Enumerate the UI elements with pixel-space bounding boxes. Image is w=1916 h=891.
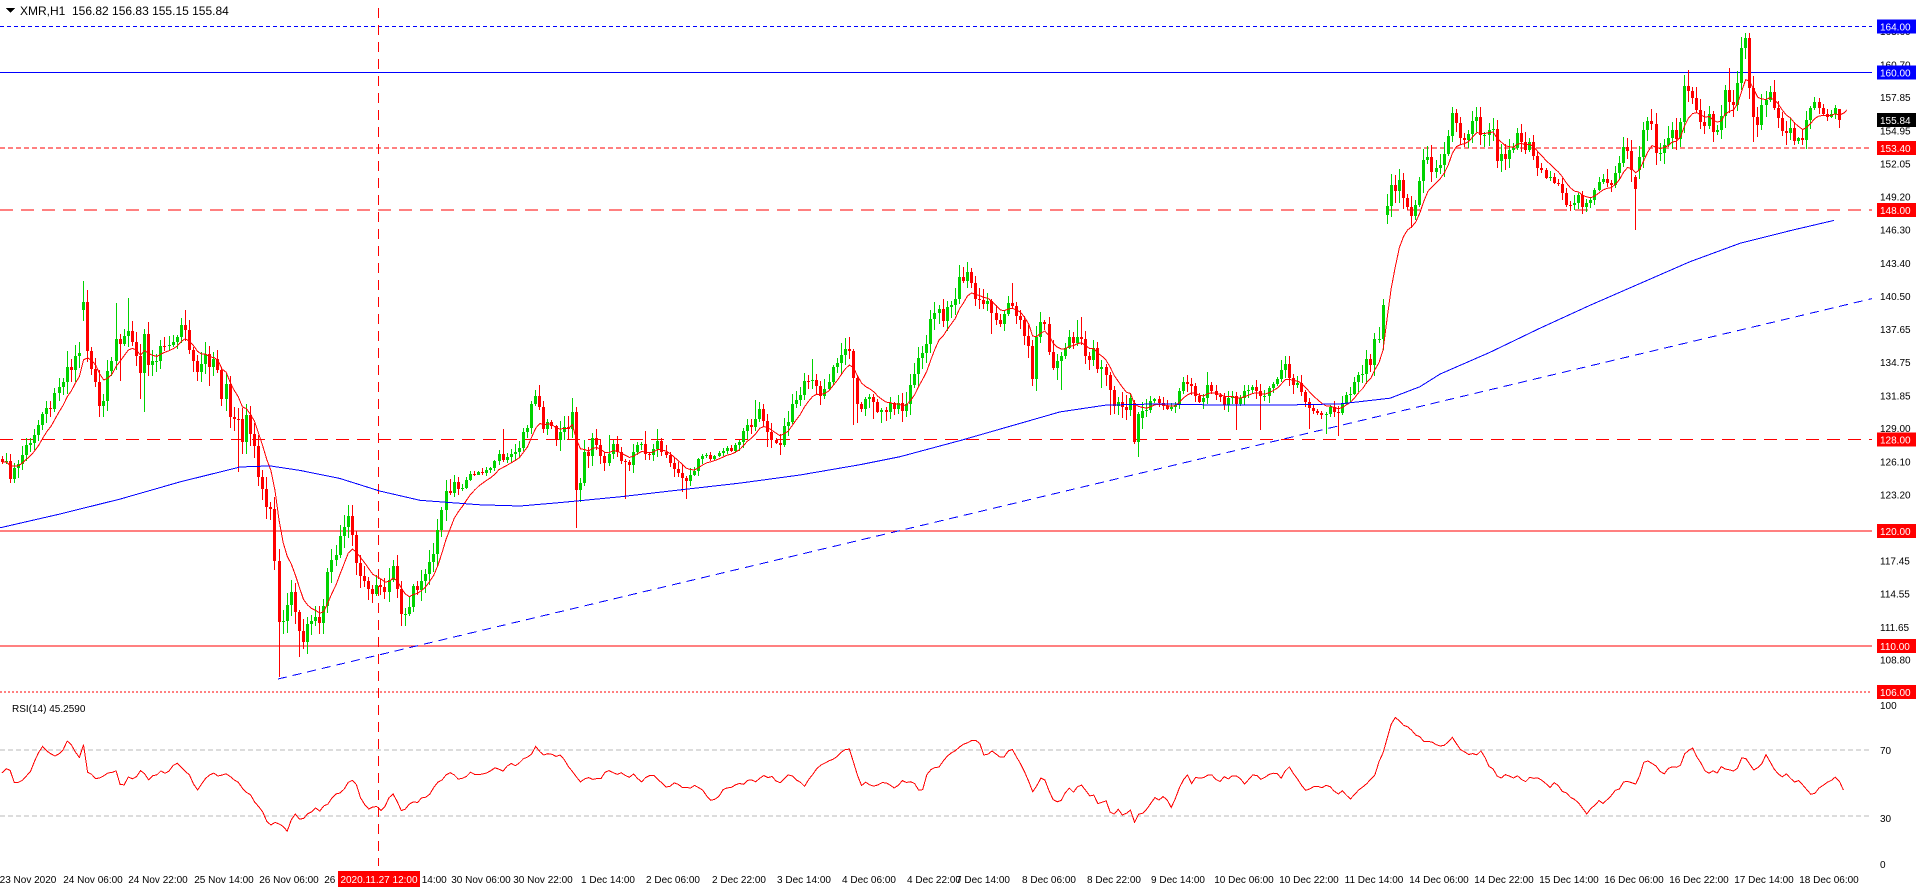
svg-text:14 Dec 22:00: 14 Dec 22:00 — [1474, 875, 1534, 886]
svg-text:134.75: 134.75 — [1880, 358, 1911, 369]
svg-text:106.00: 106.00 — [1880, 688, 1911, 699]
svg-text:8 Dec 22:00: 8 Dec 22:00 — [1087, 875, 1141, 886]
svg-text:3 Dec 14:00: 3 Dec 14:00 — [777, 875, 831, 886]
svg-text:114.55: 114.55 — [1880, 590, 1910, 601]
svg-text:70: 70 — [1880, 746, 1892, 757]
svg-text:129.00: 129.00 — [1880, 424, 1911, 435]
svg-text:XMR,H1 156.82 156.83 155.15 1: XMR,H1 156.82 156.83 155.15 155.84 — [20, 4, 229, 18]
svg-text:149.20: 149.20 — [1880, 192, 1911, 203]
svg-text:120.00: 120.00 — [1880, 527, 1911, 538]
svg-text:131.85: 131.85 — [1880, 391, 1911, 402]
svg-text:153.40: 153.40 — [1880, 144, 1911, 155]
svg-text:4 Dec 22:00: 4 Dec 22:00 — [907, 875, 961, 886]
svg-text:146.30: 146.30 — [1880, 226, 1911, 237]
svg-text:18 Dec 06:00: 18 Dec 06:00 — [1799, 875, 1859, 886]
svg-text:11 Dec 14:00: 11 Dec 14:00 — [1345, 875, 1404, 886]
svg-text:16 Dec 06:00: 16 Dec 06:00 — [1604, 875, 1664, 886]
svg-text:4 Dec 06:00: 4 Dec 06:00 — [842, 875, 896, 886]
svg-text:30 Nov 22:00: 30 Nov 22:00 — [513, 875, 573, 886]
svg-text:23 Nov 2020: 23 Nov 2020 — [0, 875, 57, 886]
svg-text:24 Nov 22:00: 24 Nov 22:00 — [128, 875, 188, 886]
svg-text:100: 100 — [1880, 701, 1897, 712]
svg-text:16 Dec 22:00: 16 Dec 22:00 — [1669, 875, 1729, 886]
svg-text:2020.11.27 12:00: 2020.11.27 12:00 — [340, 875, 418, 886]
svg-text:0: 0 — [1880, 860, 1886, 871]
svg-text:15 Dec 14:00: 15 Dec 14:00 — [1539, 875, 1599, 886]
svg-text:30: 30 — [1880, 814, 1892, 825]
svg-text:2 Dec 06:00: 2 Dec 06:00 — [646, 875, 700, 886]
svg-text:155.84: 155.84 — [1880, 116, 1911, 127]
svg-text:24 Nov 06:00: 24 Nov 06:00 — [63, 875, 123, 886]
svg-text:10 Dec 06:00: 10 Dec 06:00 — [1214, 875, 1274, 886]
svg-text:25 Nov 14:00: 25 Nov 14:00 — [194, 875, 254, 886]
svg-text:26 Nov 06:00: 26 Nov 06:00 — [259, 875, 319, 886]
svg-text:30 Nov 06:00: 30 Nov 06:00 — [451, 875, 511, 886]
svg-text:152.05: 152.05 — [1880, 160, 1911, 171]
svg-text:7 Dec 14:00: 7 Dec 14:00 — [956, 875, 1010, 886]
svg-text:148.00: 148.00 — [1880, 206, 1911, 217]
svg-text:111.65: 111.65 — [1880, 623, 1910, 634]
svg-text:10 Dec 22:00: 10 Dec 22:00 — [1279, 875, 1339, 886]
svg-text:128.00: 128.00 — [1880, 436, 1911, 447]
svg-text:143.40: 143.40 — [1880, 259, 1911, 270]
svg-text:160.00: 160.00 — [1880, 68, 1911, 79]
svg-text:9 Dec 14:00: 9 Dec 14:00 — [1151, 875, 1205, 886]
svg-text:1 Dec 14:00: 1 Dec 14:00 — [581, 875, 635, 886]
svg-text:117.45: 117.45 — [1880, 557, 1910, 568]
svg-text:RSI(14) 45.2590: RSI(14) 45.2590 — [12, 704, 86, 715]
svg-text:157.85: 157.85 — [1880, 93, 1911, 104]
svg-text:123.20: 123.20 — [1880, 491, 1911, 502]
svg-text:14 Dec 06:00: 14 Dec 06:00 — [1409, 875, 1469, 886]
svg-text:108.80: 108.80 — [1880, 656, 1911, 667]
svg-text:8 Dec 06:00: 8 Dec 06:00 — [1022, 875, 1076, 886]
svg-text:164.00: 164.00 — [1880, 23, 1911, 34]
svg-text:110.00: 110.00 — [1880, 642, 1910, 653]
svg-text:154.95: 154.95 — [1880, 126, 1911, 137]
svg-text:140.50: 140.50 — [1880, 292, 1911, 303]
svg-text:2 Dec 22:00: 2 Dec 22:00 — [712, 875, 766, 886]
svg-text:126.10: 126.10 — [1880, 457, 1911, 468]
svg-text:17 Dec 14:00: 17 Dec 14:00 — [1734, 875, 1794, 886]
svg-text:137.65: 137.65 — [1880, 325, 1911, 336]
